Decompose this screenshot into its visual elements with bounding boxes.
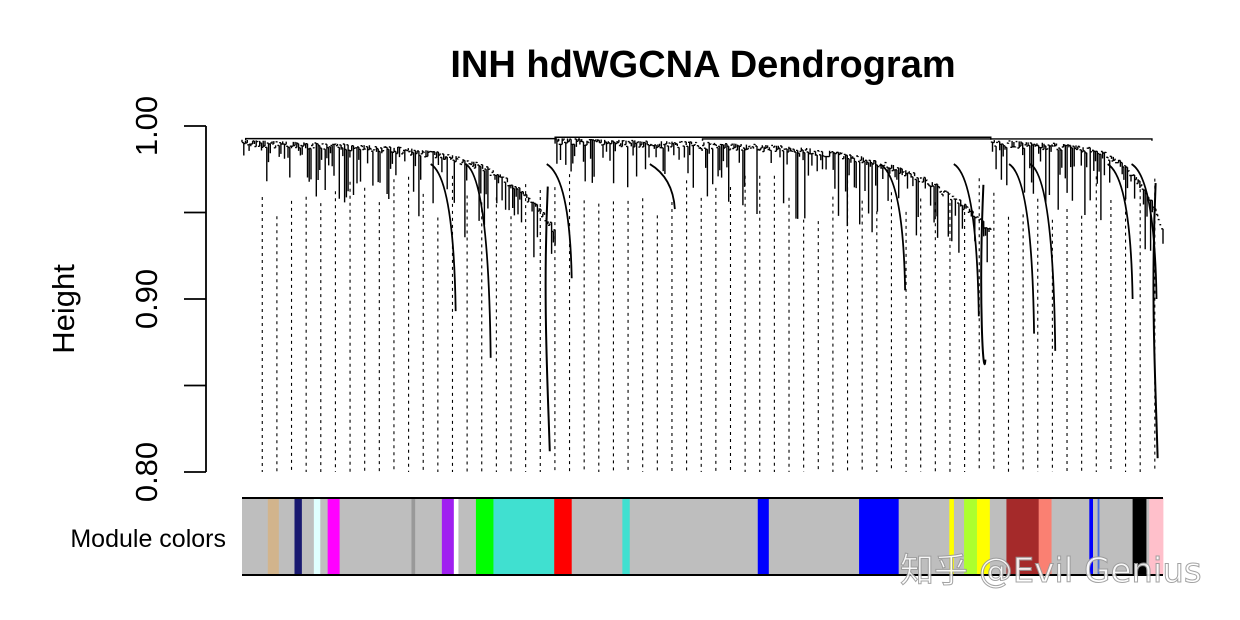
- module-color-segment: [327, 498, 341, 575]
- module-color-segment: [1093, 498, 1099, 575]
- module-color-segment: [554, 498, 573, 575]
- module-color-segment: [976, 498, 991, 575]
- module-color-segment: [242, 498, 269, 575]
- module-color-segment: [1146, 498, 1150, 575]
- module-color-segment: [571, 498, 623, 575]
- module-color-segment: [1149, 498, 1164, 575]
- dendrogram-branch: [554, 138, 992, 263]
- dendrogram-branch: [241, 139, 556, 258]
- module-color-segment: [278, 498, 295, 575]
- module-color-segment: [415, 498, 443, 575]
- module-color-segment: [953, 498, 965, 575]
- module-color-segment: [757, 498, 770, 575]
- module-colors-bar: [242, 497, 1164, 576]
- dendrogram-deep-branch: [1008, 163, 1035, 334]
- y-axis: 0.80 0.90 1.00: [129, 96, 207, 502]
- dendrogram-deep-branch: [879, 163, 907, 291]
- module-color-segment: [453, 498, 459, 575]
- dendrogram-deep-branch: [649, 163, 676, 210]
- dendrogram-deep-branch: [953, 163, 980, 317]
- module-color-segment: [949, 498, 955, 575]
- module-color-segment: [898, 498, 950, 575]
- y-tick-label: 0.90: [129, 269, 164, 329]
- module-color-segment: [1099, 498, 1134, 575]
- module-color-segment: [493, 498, 555, 575]
- dendrogram-deep-branch: [1131, 163, 1158, 300]
- module-color-segment: [964, 498, 978, 575]
- dendrogram-deep-branch: [430, 163, 457, 312]
- module-color-segment: [622, 498, 631, 575]
- module-color-segment: [1051, 498, 1090, 575]
- dendrogram-deep-branch: [465, 163, 492, 358]
- module-color-segment: [301, 498, 315, 575]
- watermark: 知乎 @Evil Genius: [900, 551, 1202, 591]
- dendrogram-deep-branch: [980, 184, 987, 366]
- module-color-segment: [1006, 498, 1040, 575]
- module-color-segment: [458, 498, 477, 575]
- module-color-segment: [320, 498, 329, 575]
- module-color-segment: [1038, 498, 1052, 575]
- module-color-segment: [768, 498, 860, 575]
- dendrogram-merge: [701, 138, 1153, 141]
- dendrogram-deep-branch: [544, 186, 551, 452]
- dendrogram-merge: [244, 137, 556, 141]
- dendrogram-deep-branch: [1107, 163, 1134, 300]
- dendrogram-branch: [990, 139, 1164, 251]
- chart-title: INH hdWGCNA Dendrogram: [450, 44, 955, 86]
- dendrogram-merge: [554, 136, 992, 139]
- module-color-segment: [267, 498, 280, 575]
- y-axis-label: Height: [46, 264, 81, 354]
- dendrogram-deep-branch: [1029, 163, 1057, 351]
- module-color-segment: [629, 498, 759, 575]
- y-tick-label: 0.80: [129, 442, 164, 502]
- dendrogram-deep-branch: [546, 163, 573, 279]
- dendrogram-deep-branch: [1152, 183, 1159, 459]
- module-color-segment: [859, 498, 900, 575]
- y-tick-label: 1.00: [129, 96, 164, 156]
- module-color-segment: [1097, 498, 1100, 575]
- module-color-segment: [441, 498, 455, 575]
- dendrogram-tree: [241, 136, 1164, 472]
- module-colors-label: Module colors: [70, 525, 226, 553]
- module-color-segment: [475, 498, 494, 575]
- module-color-segment: [1132, 498, 1147, 575]
- module-color-segment: [313, 498, 321, 575]
- module-color-segment: [989, 498, 1007, 575]
- module-color-segment: [294, 498, 303, 575]
- module-color-segment: [411, 498, 416, 575]
- module-color-segment: [1089, 498, 1094, 575]
- module-color-segment: [339, 498, 412, 575]
